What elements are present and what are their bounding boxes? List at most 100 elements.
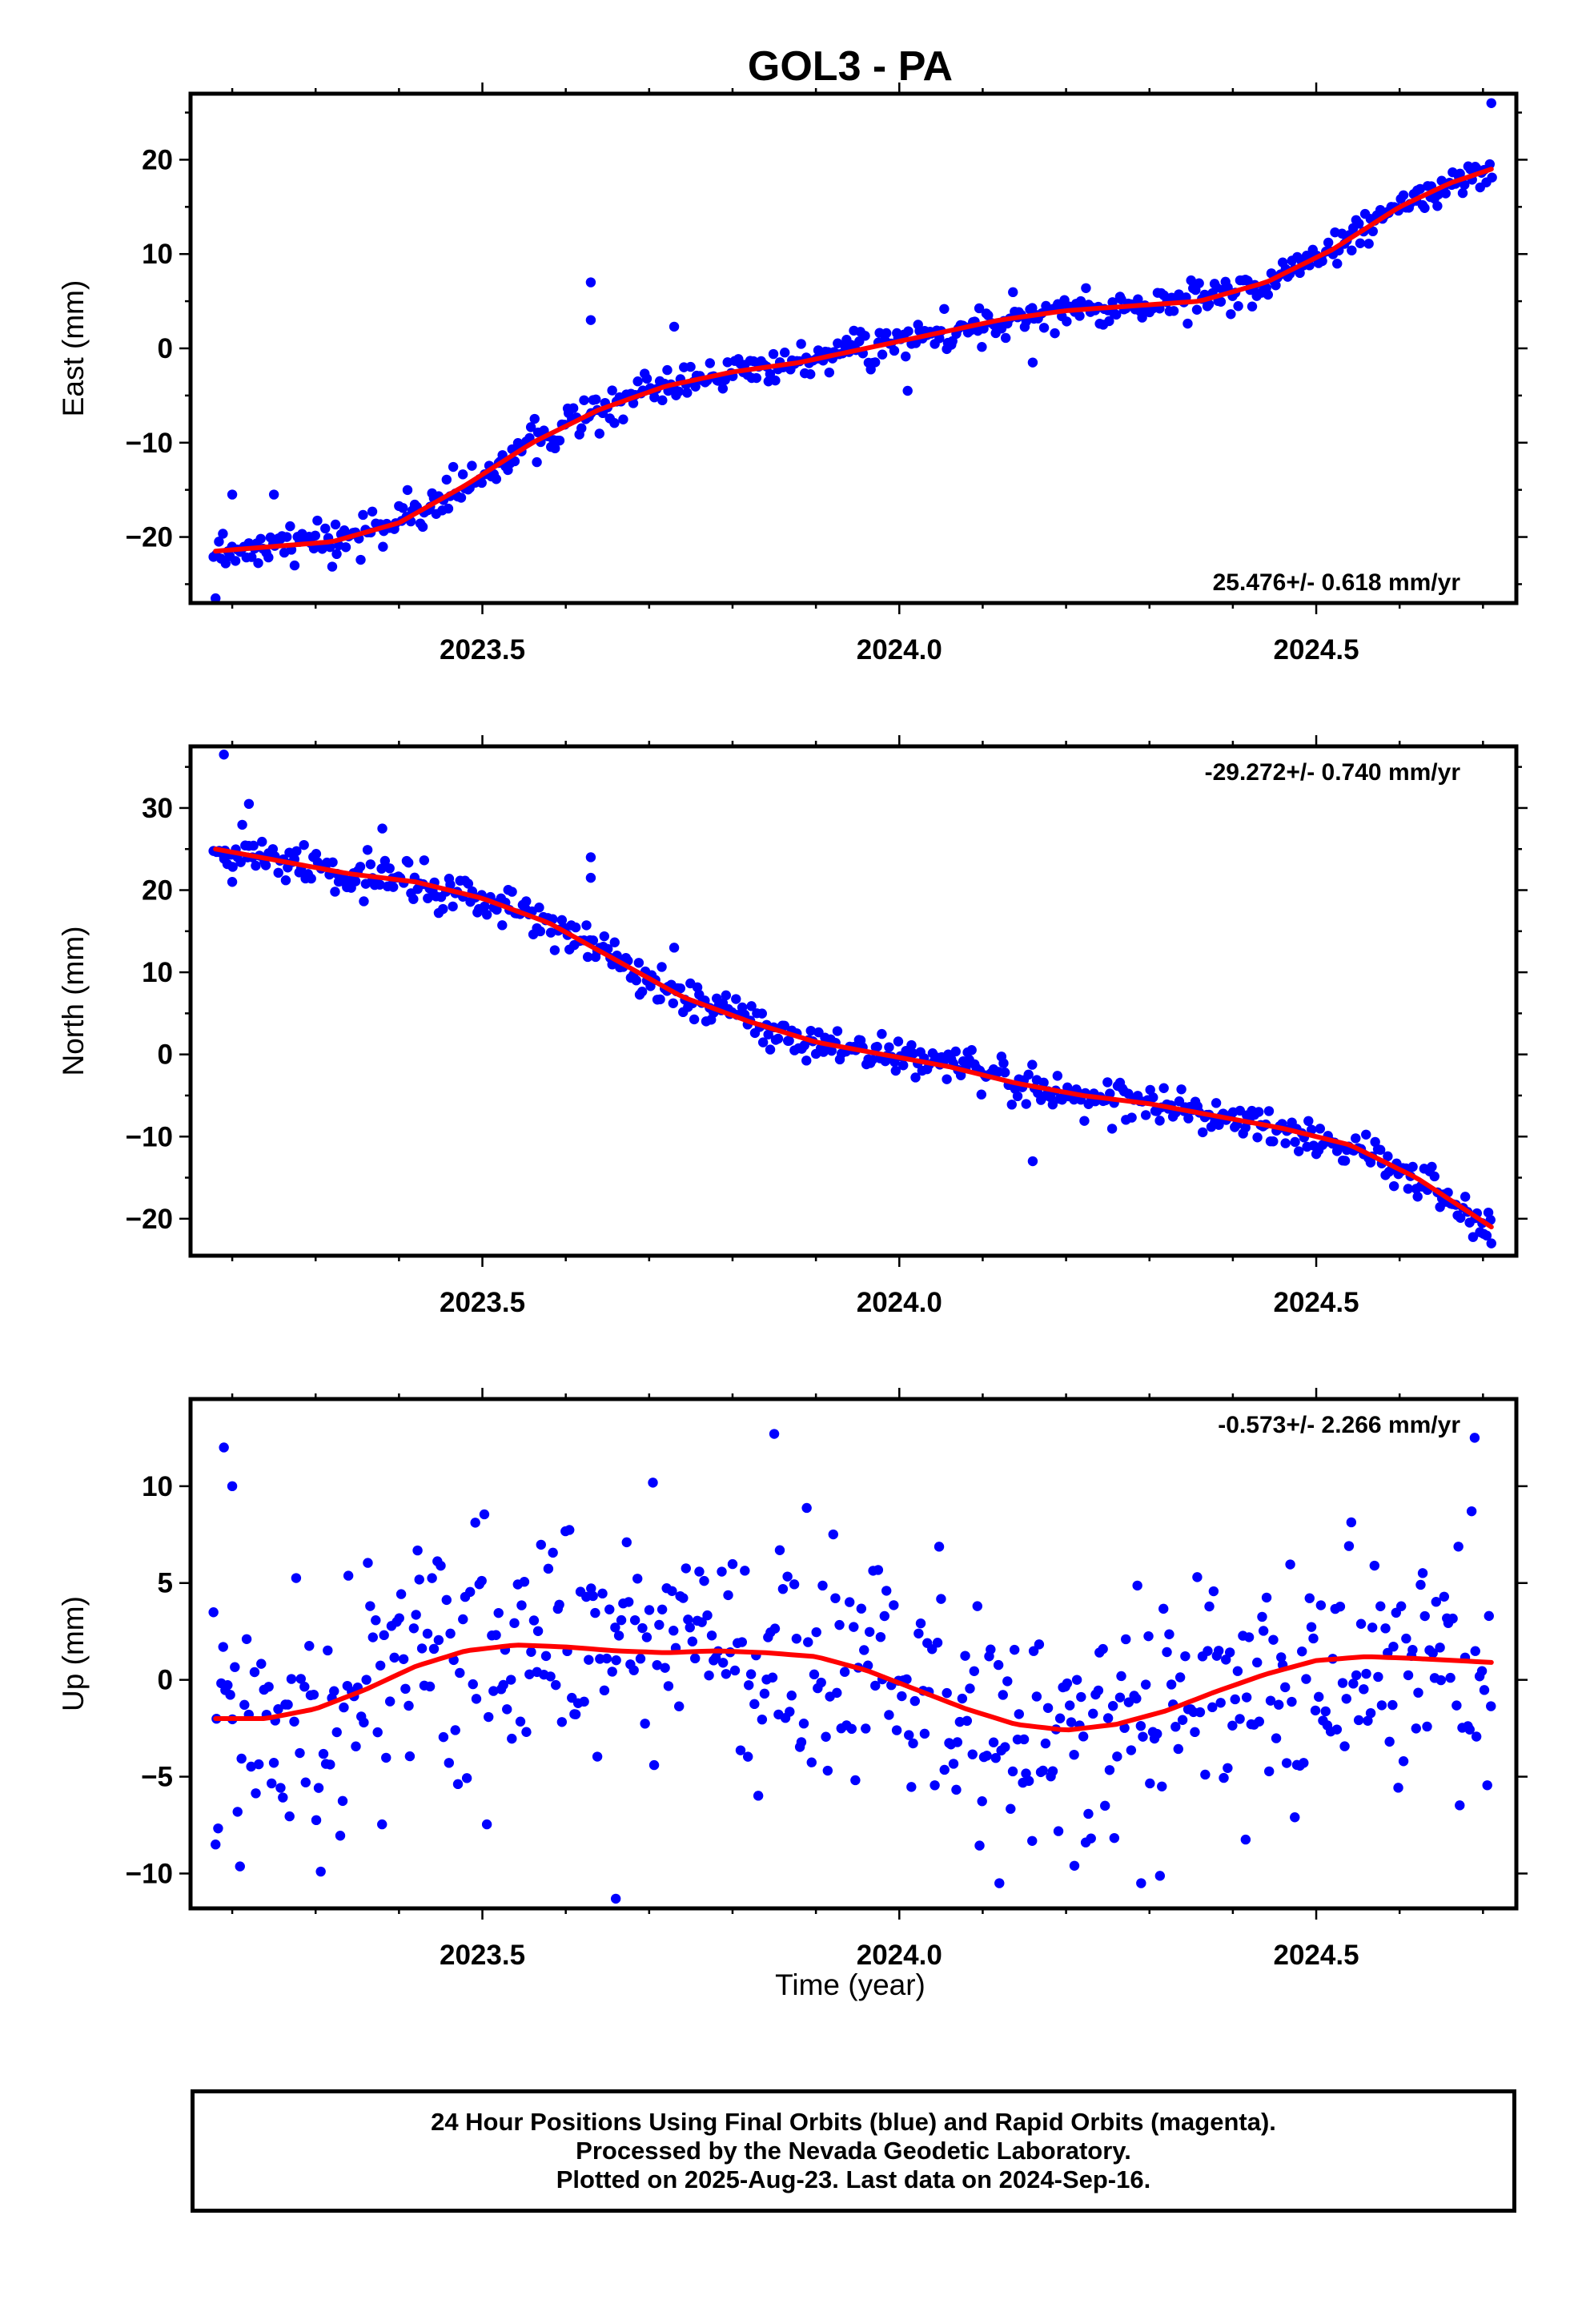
east-data-point [476,477,487,489]
north-data-point [359,896,369,907]
north-y-tick-label: 20 [142,875,173,907]
up-data-point [906,1782,917,1792]
up-data-point [1280,1682,1291,1693]
up-data-point [977,1796,987,1807]
up-data-point [498,1679,508,1691]
up-data-point [1235,1714,1245,1724]
up-data-point [230,1662,240,1672]
up-data-point [952,1737,963,1747]
east-y-tick-label: 10 [142,239,173,270]
up-data-point [663,1681,674,1691]
north-data-point [942,1074,952,1084]
up-data-point [801,1502,812,1514]
north-data-point [890,1065,901,1076]
north-data-point [549,945,560,955]
north-data-point [582,951,593,963]
up-data-point [1166,1679,1177,1690]
up-data-point [1367,1622,1378,1633]
east-data-point [662,364,673,376]
up-data-point [554,1599,564,1610]
footer-line-2: Processed by the Nevada Geodetic Laborat… [576,2137,1131,2165]
up-data-point [1335,1601,1346,1612]
north-data-point [689,1014,700,1025]
north-outlier-point [585,872,596,883]
up-data-point [727,1558,738,1570]
east-data-point [685,361,696,372]
up-data-point [543,1563,554,1574]
up-data-point [438,1731,449,1743]
north-data-point [445,879,456,890]
north-data-point [507,887,517,897]
up-outlier-point [211,1839,221,1850]
up-data-point [1243,1632,1255,1642]
east-data-point [1271,280,1281,291]
up-data-point [628,1665,639,1675]
north-data-point [330,887,340,897]
up-data-point [1482,1780,1492,1791]
up-data-point [308,1689,319,1700]
north-data-point [1012,1091,1023,1102]
up-data-point [629,1614,640,1626]
north-data-point [581,920,592,931]
up-data-point [721,1669,732,1679]
north-data-point [1303,1116,1314,1127]
up-data-point [735,1745,746,1755]
up-data-point [1320,1706,1331,1717]
east-data-point [1194,278,1204,288]
north-data-point [757,1008,767,1019]
up-data-point [1415,1579,1426,1590]
north-data-point [327,857,338,867]
up-x-tick-label: 2024.5 [1274,1940,1359,1971]
north-data-point [877,1028,887,1039]
up-data-point [652,1660,662,1671]
north-data-point [1252,1132,1263,1143]
up-data-point [509,1618,520,1629]
up-data-point [1274,1699,1284,1710]
east-data-point [717,384,729,394]
up-data-point [704,1670,714,1681]
east-data-point [340,542,351,553]
east-data-point [649,392,660,403]
east-data-point [881,328,892,339]
up-data-point [335,1831,346,1841]
up-data-point [1373,1671,1383,1683]
east-data-point [1432,201,1443,211]
east-data-point [1457,187,1468,199]
up-data-point [897,1691,907,1702]
up-data-point [870,1680,881,1691]
up-data-point [904,1730,914,1740]
up-data-point [1281,1758,1292,1768]
up-data-point [284,1811,295,1822]
up-data-point [640,1719,650,1729]
north-data-point [251,860,261,871]
east-x-tick-label: 2023.5 [440,634,525,665]
east-data-point [247,552,257,562]
up-data-point [1422,1721,1432,1732]
up-data-point [1151,1728,1162,1739]
up-data-point [452,1779,464,1790]
north-outlier-point [219,750,229,760]
east-data-point [398,503,408,513]
up-data-point [1158,1603,1169,1614]
up-data-point [1271,1733,1282,1743]
up-data-point [295,1747,305,1759]
east-data-point [1111,309,1122,320]
east-data-point [1332,259,1343,269]
up-data-point [223,1680,233,1691]
up-data-point [1285,1559,1295,1570]
north-data-point [588,935,599,946]
up-data-point [275,1783,286,1793]
up-data-point [1359,1684,1369,1695]
up-data-point [1268,1634,1279,1645]
north-outlier-point [1486,1238,1496,1248]
east-data-point [1062,316,1072,327]
east-outlier-point [211,593,221,603]
up-data-point [1232,1666,1243,1676]
up-data-point [744,1680,754,1691]
up-data-point [1064,1700,1075,1711]
up-data-point [1471,1731,1482,1742]
up-data-point [1331,1724,1343,1735]
up-data-point [1486,1701,1496,1711]
up-data-point [839,1667,850,1677]
